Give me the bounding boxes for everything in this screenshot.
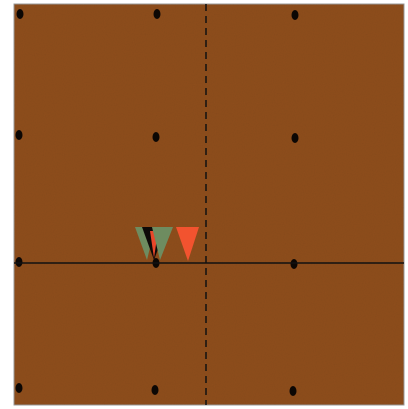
game-view xyxy=(0,0,408,409)
dot xyxy=(154,9,161,19)
dot xyxy=(290,386,297,396)
dot xyxy=(16,257,23,267)
dot xyxy=(17,9,24,19)
dot xyxy=(292,133,299,143)
dot xyxy=(16,383,23,393)
dot xyxy=(152,385,159,395)
dot xyxy=(292,10,299,20)
dot xyxy=(291,259,298,269)
dot xyxy=(16,130,23,140)
board-texture xyxy=(14,4,404,405)
dot xyxy=(153,132,160,142)
page xyxy=(0,0,408,409)
